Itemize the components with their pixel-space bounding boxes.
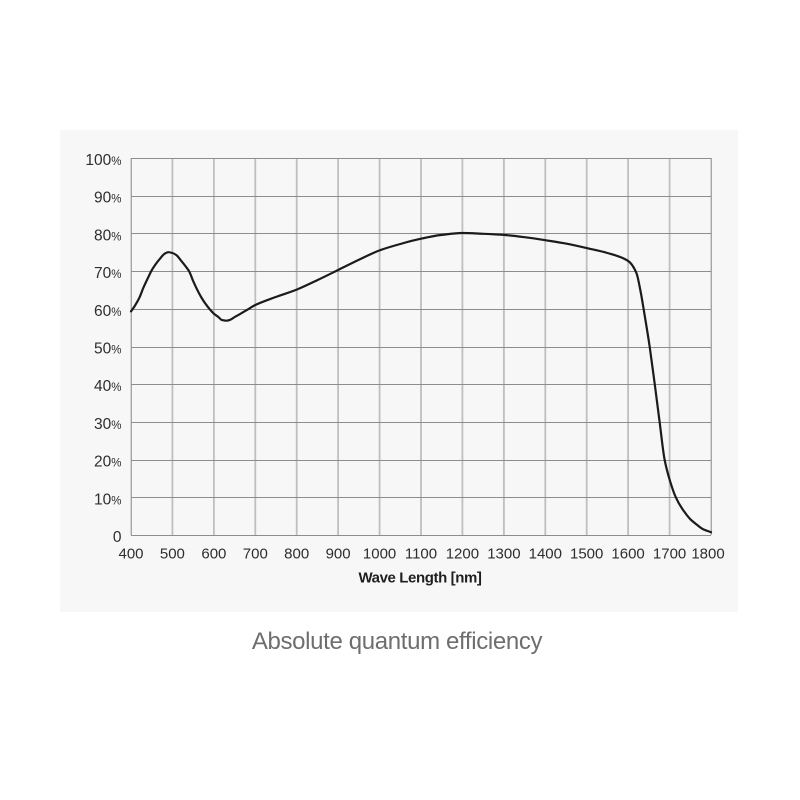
svg-text:80%: 80% bbox=[94, 227, 121, 244]
svg-text:60%: 60% bbox=[94, 303, 121, 320]
svg-text:100%: 100% bbox=[85, 152, 121, 169]
svg-text:70%: 70% bbox=[94, 265, 121, 282]
svg-text:600: 600 bbox=[201, 546, 226, 563]
svg-text:900: 900 bbox=[326, 546, 351, 563]
svg-text:Absolute quantum efficiency: Absolute quantum efficiency bbox=[252, 628, 543, 655]
svg-text:0: 0 bbox=[113, 529, 122, 546]
svg-text:90%: 90% bbox=[94, 190, 121, 207]
svg-text:700: 700 bbox=[243, 546, 268, 563]
svg-text:1300: 1300 bbox=[487, 546, 520, 563]
svg-text:30%: 30% bbox=[94, 416, 121, 433]
svg-text:400: 400 bbox=[118, 546, 143, 563]
svg-text:500: 500 bbox=[160, 546, 185, 563]
svg-text:1700: 1700 bbox=[653, 546, 686, 563]
svg-text:10%: 10% bbox=[94, 491, 121, 508]
svg-text:1800: 1800 bbox=[691, 546, 724, 563]
svg-text:1000: 1000 bbox=[363, 546, 396, 563]
svg-text:1500: 1500 bbox=[570, 546, 603, 563]
svg-text:800: 800 bbox=[284, 546, 309, 563]
svg-text:40%: 40% bbox=[94, 378, 121, 395]
svg-text:50%: 50% bbox=[94, 341, 121, 358]
svg-text:1600: 1600 bbox=[611, 546, 644, 563]
svg-text:20%: 20% bbox=[94, 454, 121, 471]
svg-text:1200: 1200 bbox=[446, 546, 479, 563]
svg-text:Wave Length [nm]: Wave Length [nm] bbox=[358, 570, 481, 587]
svg-text:1400: 1400 bbox=[529, 546, 562, 563]
svg-text:1100: 1100 bbox=[405, 546, 437, 563]
